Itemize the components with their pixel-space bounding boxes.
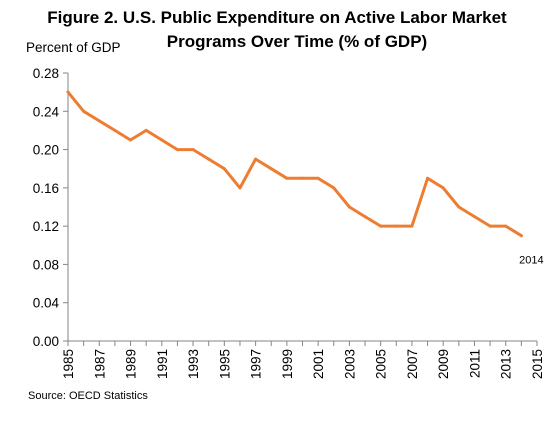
data-point [160,138,164,142]
x-tick-label: 1991 [155,349,170,379]
chart-title: Figure 2. U.S. Public Expenditure on Act… [0,6,554,54]
data-point [410,224,414,228]
end-year-annotation: 2014 [519,255,543,267]
x-tick-label: 2007 [405,349,420,379]
data-point [238,186,242,190]
data-point [254,157,258,161]
x-tick-label: 2015 [530,349,545,379]
data-point [426,176,430,180]
x-tick-label: 2003 [342,349,357,379]
data-point [316,176,320,180]
series-line [66,90,523,238]
y-tick-label: 0.28 [33,66,59,81]
x-tick-label: 1985 [61,349,76,379]
y-tick-label: 0.04 [33,296,60,311]
x-tick-label: 1987 [92,349,107,379]
data-point [472,215,476,219]
x-tick-label: 1997 [249,349,264,379]
y-tick-label: 0.08 [33,257,59,272]
y-tick-label: 0.20 [33,143,59,158]
data-point [285,176,289,180]
data-point [457,205,461,209]
data-point [222,167,226,171]
data-point [488,224,492,228]
data-point [504,224,508,228]
data-point [191,148,195,152]
x-tick-label: 2013 [499,349,514,379]
data-point [394,224,398,228]
x-tick-label: 2011 [467,349,482,378]
data-point [379,224,383,228]
y-tick-label: 0.00 [33,334,59,349]
data-point [66,90,70,94]
chart-title-line2: Programs Over Time (% of GDP) [166,32,428,51]
data-point [301,176,304,180]
data-point [347,205,351,209]
x-tick-label: 1999 [280,349,295,379]
x-tick-label: 2001 [311,349,326,379]
x-tick-label: 2009 [436,349,451,379]
y-tick-label: 0.16 [33,181,59,196]
chart-title-line1: Figure 2. U.S. Public Expenditure on Act… [47,8,507,27]
data-point [97,119,101,123]
y-tick-label: 0.12 [33,219,59,234]
x-tick-label: 1989 [124,349,139,379]
data-point [82,109,86,113]
data-point [144,128,148,132]
data-point [175,148,179,152]
data-point [207,157,211,161]
x-tick-label: 1993 [186,349,201,379]
data-point [113,128,117,132]
y-tick-label: 0.24 [33,104,60,119]
data-point [332,186,336,190]
data-point [269,167,273,171]
y-axis-unit-label: Percent of GDP [26,40,121,55]
x-tick-label: 1995 [217,349,232,379]
source-note: Source: OECD Statistics [28,390,148,402]
data-point [129,138,133,142]
data-point [519,234,523,238]
data-point [363,215,367,219]
data-point [441,186,445,190]
x-tick-label: 2005 [374,349,389,379]
